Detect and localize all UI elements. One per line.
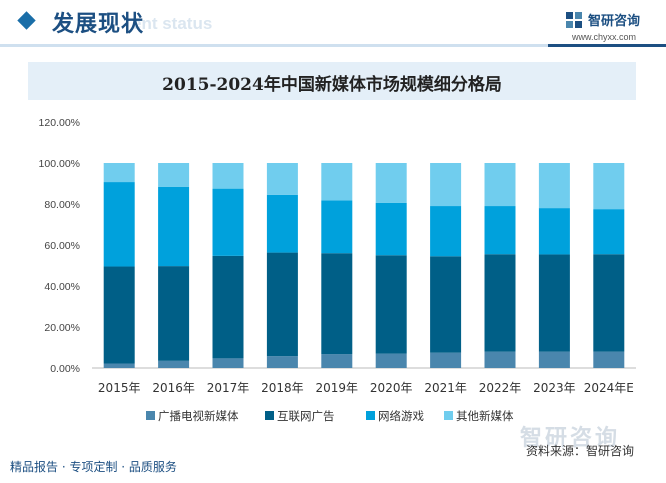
legend-swatch — [366, 411, 375, 420]
bar-segment-4 — [375, 163, 407, 203]
x-tick-label: 2015年 — [98, 381, 141, 395]
footer-tagline: 精品报告 · 专项定制 · 品质服务 — [10, 460, 177, 474]
x-tick-label: 2017年 — [207, 381, 250, 395]
y-tick-label: 20.00% — [44, 322, 80, 334]
brand-logo-icon — [566, 12, 582, 28]
bar-segment-3 — [538, 208, 570, 255]
bar-segment-3 — [158, 186, 190, 267]
header-divider-accent — [548, 44, 666, 47]
y-tick-label: 0.00% — [50, 363, 80, 375]
brand-url: www.chyxx.com — [572, 32, 637, 42]
bar-segment-2 — [538, 254, 570, 352]
bar-segment-3 — [375, 202, 407, 256]
legend-label: 互联网广告 — [277, 409, 335, 423]
bar-segment-3 — [430, 206, 462, 257]
bar-segment-4 — [321, 163, 353, 201]
y-tick-label: 100.00% — [39, 158, 80, 170]
bar-segment-4 — [212, 163, 244, 189]
legend-label: 网络游戏 — [378, 409, 424, 423]
bar-segment-3 — [321, 200, 353, 254]
bar-segment-4 — [158, 163, 190, 187]
bar-segment-3 — [266, 194, 298, 253]
bar-segment-1 — [158, 360, 190, 368]
bar-segment-4 — [538, 163, 570, 209]
legend-swatch — [265, 411, 274, 420]
bar-segment-4 — [266, 163, 298, 195]
bar-segment-2 — [212, 255, 244, 359]
page-header: ent status 发展现状 智研咨询 www.chyxx.com — [0, 0, 666, 48]
section-subtitle: ent status — [132, 14, 213, 33]
source-note: 资料来源：智研咨询 — [525, 444, 634, 458]
bar-segment-2 — [266, 252, 298, 357]
bar-segment-4 — [484, 163, 516, 207]
bar-segment-1 — [538, 351, 570, 368]
bar-segment-2 — [430, 256, 462, 353]
watermark: 智研咨询 — [520, 426, 621, 451]
bar-segment-3 — [103, 182, 135, 267]
chart-title: 2015-2024年中国新媒体市场规模细分格局 — [162, 75, 502, 95]
legend-label: 其他新媒体 — [456, 409, 514, 423]
bar-segment-4 — [430, 163, 462, 207]
y-tick-label: 120.00% — [39, 117, 80, 129]
bar-segment-1 — [266, 356, 298, 368]
x-tick-label: 2019年 — [316, 381, 359, 395]
bar-segment-1 — [430, 352, 462, 368]
bar-segment-2 — [484, 254, 516, 352]
bar-segment-3 — [212, 188, 244, 256]
page-footer: 精品报告 · 专项定制 · 品质服务 资料来源：智研咨询 — [0, 444, 666, 483]
x-tick-label: 2020年 — [370, 381, 413, 395]
header-divider — [0, 44, 548, 47]
x-tick-label: 2016年 — [152, 381, 195, 395]
bar-segment-4 — [103, 163, 135, 183]
bar-segment-1 — [321, 354, 353, 368]
legend-swatch — [146, 411, 155, 420]
bar-segment-2 — [321, 253, 353, 355]
x-tick-label: 2018年 — [261, 381, 304, 395]
bar-segment-2 — [103, 266, 135, 364]
legend-swatch — [444, 411, 453, 420]
bar-segment-1 — [484, 351, 516, 368]
bar-segment-2 — [158, 266, 190, 361]
y-tick-label: 40.00% — [44, 281, 80, 293]
bar-segment-3 — [593, 209, 625, 255]
x-tick-label: 2022年 — [479, 381, 522, 395]
bar-segment-3 — [484, 206, 516, 255]
bar-segment-4 — [593, 163, 625, 210]
bar-segment-1 — [103, 363, 135, 368]
bar-segment-1 — [375, 353, 407, 368]
legend-label: 广播电视新媒体 — [158, 409, 239, 423]
chart-title-band: 2015-2024年中国新媒体市场规模细分格局 — [28, 62, 636, 100]
y-tick-label: 60.00% — [44, 240, 80, 252]
bar-segment-2 — [593, 254, 625, 352]
x-tick-label: 2021年 — [424, 381, 467, 395]
bar-segment-1 — [212, 358, 244, 368]
section-title: 发展现状 — [52, 12, 145, 37]
bar-segment-1 — [593, 351, 625, 368]
bar-segment-2 — [375, 255, 407, 354]
x-tick-label: 2024年E — [584, 381, 634, 395]
y-tick-label: 80.00% — [44, 199, 80, 211]
brand-name: 智研咨询 — [588, 14, 641, 29]
x-tick-label: 2023年 — [533, 381, 576, 395]
